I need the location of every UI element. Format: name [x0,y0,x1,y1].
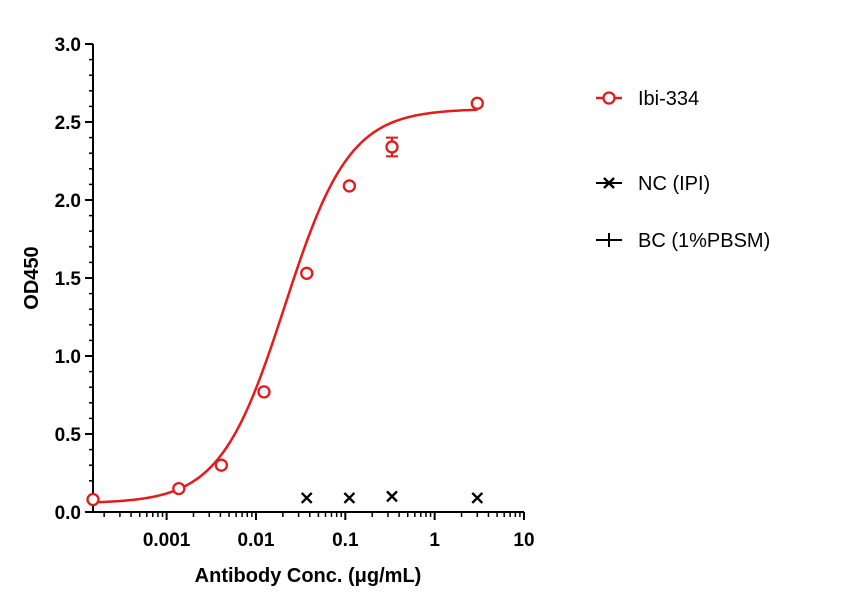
legend-label: NC (IPI) [638,173,710,195]
legend: Ibi-334 NC (IPI) BC (1%PBSM) [596,88,770,252]
y-tick-label: 2.5 [55,113,82,134]
data-point-ibi-334 [300,266,314,280]
data-point-ibi-334 [470,96,484,110]
data-point-nc-ipi [300,492,313,504]
y-tick-label: 3.0 [55,35,81,56]
y-tick-label: 1.0 [55,347,81,368]
legend-marker-nc-ipi [603,177,615,189]
fit-curve-ibi-334 [92,108,478,504]
data-point-ibi-334 [385,140,399,154]
data-point-nc-ipi [343,492,356,504]
legend-marker-ibi-334 [602,91,616,105]
data-point-nc-ipi [471,492,484,504]
y-tick-label: 0.5 [55,425,82,446]
x-tick-label: 0.001 [143,530,191,551]
y-tick-label: 0.0 [55,503,81,524]
data-point-nc-ipi [386,490,398,503]
x-tick-label: 1 [429,530,440,551]
legend-label: Ibi-334 [638,88,699,110]
y-tick-label: 2.0 [55,191,81,212]
data-point-ibi-334 [86,492,100,507]
plot-marks [86,96,484,507]
x-tick-label: 0.01 [237,530,274,551]
y-tick-label: 1.5 [55,269,82,290]
plot-axes: 0.0 0.5 1.0 1.5 2.0 2.5 3.0 0.001 0.01 0.1 1 10 [55,35,535,551]
x-axis-title: Antibody Conc. (μg/mL) [195,565,422,587]
data-point-ibi-334 [214,458,229,472]
data-point-ibi-334 [257,385,271,399]
x-tick-label: 10 [513,530,534,551]
y-axis-title: OD450 [21,246,43,309]
legend-label: BC (1%PBSM) [638,230,770,252]
data-point-ibi-334 [172,481,186,496]
x-tick-label: 0.1 [332,530,359,551]
data-point-ibi-334 [342,179,357,193]
